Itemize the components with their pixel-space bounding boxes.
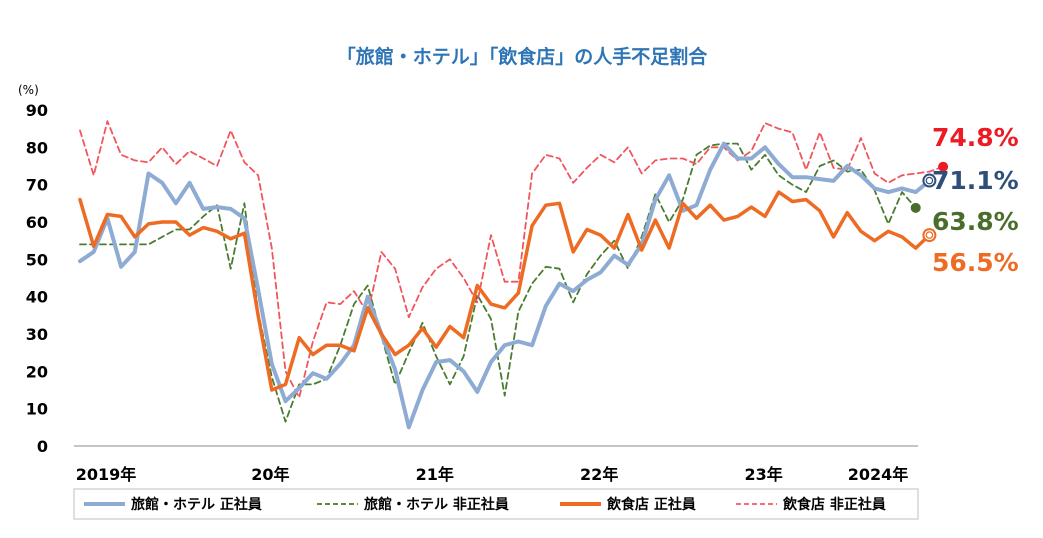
y-tick-label: 90 [26, 101, 48, 120]
end-marker [922, 228, 937, 243]
series-line-2 [78, 190, 932, 392]
y-tick-label: 50 [26, 250, 48, 269]
legend-label: 飲食店 非正社員 [782, 496, 886, 513]
x-tick-label: 2019年 [76, 465, 137, 484]
legend-box [73, 488, 919, 520]
legend-label: 飲食店 正社員 [606, 496, 696, 513]
legend-label: 旅館・ホテル 正社員 [131, 496, 262, 513]
series-line-0 [78, 141, 932, 430]
end-value-label: 74.8% [932, 123, 1019, 152]
y-tick-label: 20 [26, 362, 48, 381]
y-axis: 0 10 20 30 40 50 60 70 80 90 [26, 101, 48, 456]
y-tick-label: 40 [26, 288, 48, 307]
end-marker [938, 161, 949, 172]
x-tick-label: 20年 [251, 465, 289, 484]
end-marker [922, 173, 937, 188]
x-tick-label: 21年 [416, 465, 454, 484]
x-tick-label: 2024年 [848, 465, 909, 484]
y-axis-unit: (%) [18, 83, 39, 97]
series-line-1 [79, 142, 917, 423]
end-value-label: 71.1% [932, 166, 1019, 195]
y-tick-label: 60 [26, 213, 48, 232]
y-tick-label: 80 [26, 138, 48, 157]
y-tick-label: 0 [37, 437, 48, 456]
end-value-label: 63.8% [932, 207, 1019, 236]
series-layer [78, 120, 944, 430]
x-tick-label: 22年 [580, 465, 618, 484]
legend-label: 旅館・ホテル 非正社員 [364, 496, 509, 513]
y-tick-label: 30 [26, 325, 48, 344]
x-axis: 2019年 20年 21年 22年 23年 2024年 [76, 465, 909, 484]
y-tick-label: 10 [26, 400, 48, 419]
chart-title: 「旅館・ホテル」「飲食店」の人手不足割合 [337, 45, 709, 68]
end-marker [910, 202, 921, 213]
end-labels: 74.8% 71.1% 63.8% 56.5% [910, 123, 1019, 277]
end-marker-inner [925, 231, 934, 239]
x-tick-label: 23年 [744, 465, 782, 484]
y-tick-label: 70 [26, 176, 48, 195]
series-line-3 [79, 120, 944, 399]
end-value-label: 56.5% [932, 248, 1019, 277]
end-marker-inner [925, 176, 934, 185]
legend: 旅館・ホテル 正社員 旅館・ホテル 非正社員 飲食店 正社員 飲食店 非正社員 [73, 488, 919, 520]
